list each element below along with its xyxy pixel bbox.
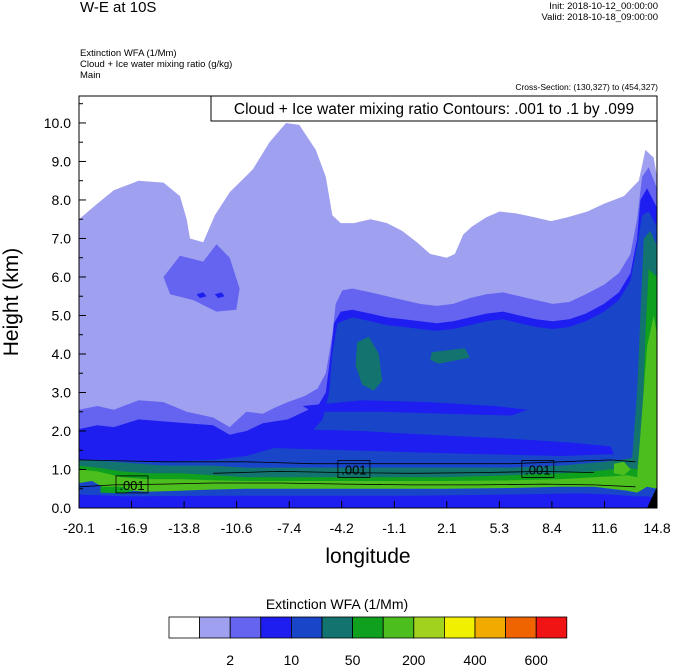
y-tick-label: 6.0 bbox=[52, 269, 72, 285]
x-tick-label: -4.2 bbox=[330, 520, 354, 536]
colorbar-tick-label: 50 bbox=[345, 652, 361, 667]
y-tick-label: 7.0 bbox=[52, 230, 72, 246]
y-tick-label: 10.0 bbox=[44, 115, 71, 131]
contour-title: Cloud + Ice water mixing ratio Contours:… bbox=[234, 101, 634, 118]
y-tick-label: 0.0 bbox=[52, 500, 72, 516]
extinction-blob-mid bbox=[355, 336, 383, 391]
y-tick-label: 4.0 bbox=[52, 346, 72, 362]
extinction-filled-contours bbox=[79, 123, 657, 508]
extinction-band-lower-tongue bbox=[236, 429, 614, 456]
colorbar-swatch bbox=[474, 616, 507, 639]
contour-line-upper bbox=[79, 459, 636, 465]
mixing-ratio-contour-lines bbox=[79, 459, 636, 488]
contour-label: .001 bbox=[525, 463, 550, 478]
x-tick-label: -7.4 bbox=[277, 520, 301, 536]
field-line-1: Extinction WFA (1/Mm) bbox=[80, 48, 177, 59]
extinction-blob-low-left bbox=[100, 486, 134, 494]
y-tick-label: 3.0 bbox=[52, 384, 72, 400]
x-tick-label: 11.6 bbox=[591, 520, 617, 536]
extinction-blob-low-right bbox=[613, 461, 631, 476]
contour-label-box bbox=[521, 460, 555, 478]
contour-title-box bbox=[210, 95, 658, 122]
extinction-band-mid-tongue bbox=[302, 400, 528, 416]
field-line-3: Main bbox=[80, 70, 101, 81]
colorbar-swatch bbox=[505, 616, 537, 639]
colorbar-tick-label: 200 bbox=[402, 652, 426, 667]
x-tick-label: -16.9 bbox=[116, 520, 148, 536]
colorbar-swatch bbox=[199, 616, 231, 639]
contour-label: .001 bbox=[119, 478, 144, 493]
cross-section-note: Cross-Section: (130,327) to (454,327) bbox=[515, 82, 658, 92]
y-tick-label: 5.0 bbox=[52, 307, 72, 323]
plot-main-title: W-E at 10S bbox=[80, 0, 157, 16]
colorbar-swatch bbox=[290, 616, 323, 639]
x-tick-label: -20.1 bbox=[63, 520, 95, 536]
colorbar-tick-label: 600 bbox=[525, 652, 549, 667]
x-tick-label: -10.6 bbox=[221, 520, 253, 536]
colorbar-swatch bbox=[168, 616, 201, 639]
x-tick-label: 2.1 bbox=[437, 520, 457, 536]
contour-label: .001 bbox=[341, 463, 366, 478]
colorbar-swatch bbox=[382, 616, 415, 639]
extinction-blob-right bbox=[430, 348, 470, 364]
valid-time: Valid: 2018-10-18_09:00:00 bbox=[541, 12, 658, 23]
chart-labels: .001 .001 .001 Cloud + Ice water mixing rat… bbox=[115, 95, 658, 494]
axes: -20.1 -16.9 -13.8 -10.6 -7.4 -4.2 -1.1 2.1 5.3 8.… bbox=[0, 103, 671, 568]
y-axis-label: Height (km) bbox=[0, 248, 23, 357]
colorbar-swatch bbox=[260, 616, 292, 639]
init-valid-times: Init: 2018-10-12_00:00:00 Valid: 2018-10… bbox=[541, 1, 658, 23]
contour-label-box bbox=[115, 475, 149, 494]
field-line-2: Cloud + Ice water mixing ratio (g/kg) bbox=[80, 59, 233, 70]
colorbar-swatch bbox=[352, 616, 384, 639]
colorbar-tick-label: 400 bbox=[463, 652, 487, 667]
contour-label-box bbox=[337, 460, 371, 478]
colorbar-tick-label: 2 bbox=[226, 652, 234, 667]
y-tick-label: 2.0 bbox=[52, 423, 72, 439]
y-tick-label: 9.0 bbox=[52, 153, 72, 169]
colorbar-swatch bbox=[443, 616, 476, 639]
extinction-blob-core-2 bbox=[214, 292, 225, 299]
x-axis-label: longitude bbox=[325, 545, 410, 568]
x-tick-label: 8.4 bbox=[542, 520, 562, 536]
colorbar-swatch bbox=[413, 616, 445, 639]
y-tick-label: 1.0 bbox=[52, 461, 72, 477]
field-description: Extinction WFA (1/Mm) Cloud + Ice water … bbox=[80, 48, 232, 81]
colorbar-swatch bbox=[535, 616, 568, 639]
colorbar-swatch bbox=[321, 616, 354, 639]
colorbar-title: Extinction WFA (1/Mm) bbox=[265, 596, 409, 612]
contour-line-lower bbox=[79, 482, 636, 488]
y-tick-label: 8.0 bbox=[52, 192, 72, 208]
colorbar-swatch bbox=[229, 616, 262, 639]
x-tick-label: 14.8 bbox=[643, 520, 670, 536]
extinction-blob-core-1 bbox=[196, 292, 207, 299]
x-tick-label: 5.3 bbox=[490, 520, 510, 536]
extinction-band-lower-50 bbox=[79, 493, 657, 508]
colorbar-tick-label: 10 bbox=[284, 652, 300, 667]
x-tick-label: -13.8 bbox=[168, 520, 200, 536]
colorbar: 2 10 50 200 400 600 bbox=[168, 616, 568, 667]
terrain-shadow bbox=[647, 486, 657, 508]
init-time: Init: 2018-10-12_00:00:00 bbox=[549, 1, 658, 12]
contour-line-inner bbox=[213, 470, 595, 474]
x-tick-label: -1.1 bbox=[382, 520, 406, 536]
